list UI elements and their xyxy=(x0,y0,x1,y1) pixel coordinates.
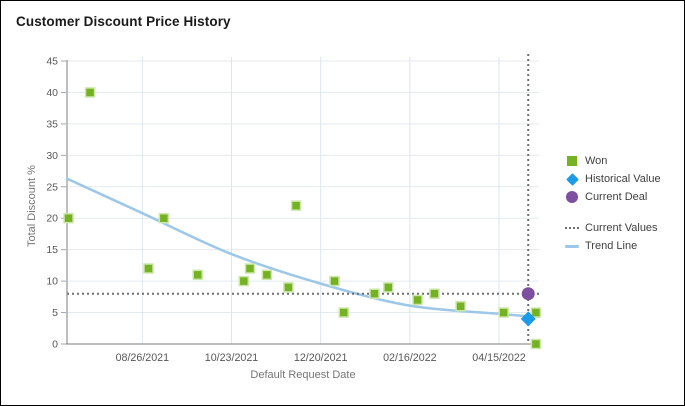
y-tick-label: 5 xyxy=(52,307,58,319)
legend-item-trend-line[interactable]: Trend Line xyxy=(565,237,661,255)
x-tick-label: 04/15/2022 xyxy=(472,352,526,364)
won-point[interactable] xyxy=(283,282,294,293)
x-tick-label: 12/20/2021 xyxy=(294,352,348,364)
current-deal-point[interactable] xyxy=(521,287,535,301)
y-tick-label: 15 xyxy=(46,244,58,256)
won-point[interactable] xyxy=(290,200,302,211)
y-tick-label: 40 xyxy=(46,87,58,99)
legend-item-current-values[interactable]: Current Values xyxy=(565,219,661,237)
won-point[interactable] xyxy=(369,288,380,299)
legend-label-historical-value: Historical Value xyxy=(585,173,661,185)
won-point[interactable] xyxy=(143,263,154,274)
x-tick-label: 02/16/2022 xyxy=(383,352,437,364)
y-tick-label: 45 xyxy=(46,56,58,68)
won-point[interactable] xyxy=(530,307,542,318)
trend-line-icon xyxy=(565,239,579,253)
y-tick-label: 10 xyxy=(46,276,58,288)
won-point[interactable] xyxy=(244,263,256,274)
won-point[interactable] xyxy=(84,87,96,98)
current-deal-circle-icon xyxy=(565,190,579,204)
legend-item-current-deal[interactable]: Current Deal xyxy=(565,188,661,206)
legend-label-current-values: Current Values xyxy=(585,222,658,234)
won-point[interactable] xyxy=(455,301,466,312)
y-axis-title: Total Discount % xyxy=(26,165,38,247)
won-point[interactable] xyxy=(429,288,440,299)
historical-value-diamond-icon xyxy=(565,172,579,186)
legend-item-won[interactable]: Won xyxy=(565,152,661,170)
y-tick-label: 25 xyxy=(46,181,58,193)
won-point[interactable] xyxy=(192,269,203,281)
won-point[interactable] xyxy=(412,294,423,306)
x-axis-title: Default Request Date xyxy=(250,369,356,381)
won-point[interactable] xyxy=(63,212,74,224)
y-tick-label: 30 xyxy=(46,150,58,162)
current-values-dotted-line-icon xyxy=(565,221,579,235)
legend-label-trend-line: Trend Line xyxy=(585,240,638,252)
won-point[interactable] xyxy=(261,269,273,281)
won-point[interactable] xyxy=(329,275,340,287)
y-tick-label: 20 xyxy=(46,213,58,225)
won-point[interactable] xyxy=(383,282,394,293)
historical-value-point[interactable] xyxy=(520,311,536,327)
chart-legend: Won Historical Value Current Deal Curren… xyxy=(565,152,661,255)
won-point[interactable] xyxy=(158,212,170,224)
chart-title: Customer Discount Price History xyxy=(16,14,231,29)
trend-line xyxy=(65,177,541,319)
legend-label-current-deal: Current Deal xyxy=(585,191,648,203)
y-tick-label: 0 xyxy=(52,339,58,351)
x-tick-label: 10/23/2021 xyxy=(205,352,259,364)
won-point[interactable] xyxy=(530,338,542,350)
x-tick-label: 08/26/2021 xyxy=(116,352,170,364)
won-point[interactable] xyxy=(498,307,509,318)
legend-label-won: Won xyxy=(585,155,608,167)
won-point[interactable] xyxy=(338,307,349,318)
legend-item-historical-value[interactable]: Historical Value xyxy=(565,170,661,188)
y-tick-label: 35 xyxy=(46,118,58,130)
won-point[interactable] xyxy=(238,275,250,287)
won-square-icon xyxy=(565,154,579,168)
